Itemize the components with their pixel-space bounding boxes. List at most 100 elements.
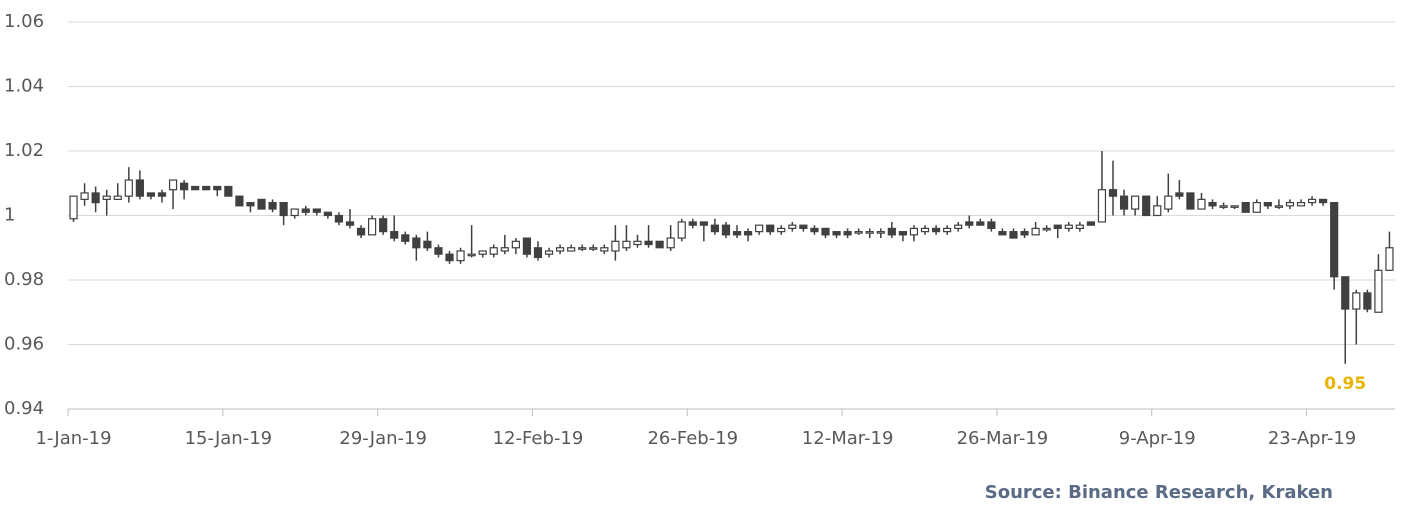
y-tick-label: 1.04 xyxy=(4,76,44,97)
candle-body xyxy=(644,240,653,246)
y-tick-label: 0.96 xyxy=(4,334,44,355)
x-tick-label: 26-Mar-19 xyxy=(957,428,1049,449)
candle-body xyxy=(755,224,764,233)
candle-body xyxy=(688,221,697,226)
y-tick-label: 0.98 xyxy=(4,269,44,290)
candle-body xyxy=(401,234,410,242)
annotation: 0.95 xyxy=(1324,374,1366,394)
candle-body xyxy=(202,185,211,191)
candle-body xyxy=(235,195,244,207)
candle-body xyxy=(1031,227,1040,236)
candle-body xyxy=(699,221,708,226)
candle-body xyxy=(1153,205,1162,217)
candle-body xyxy=(279,202,288,217)
x-tick-label: 12-Mar-19 xyxy=(802,428,894,449)
candle-body xyxy=(810,227,819,233)
candle-body xyxy=(456,250,465,262)
candle-body xyxy=(1142,195,1151,217)
candle-body xyxy=(898,231,908,236)
candle-body xyxy=(1053,224,1062,230)
candle-body xyxy=(622,240,631,249)
candle-body xyxy=(323,211,332,217)
candle-body xyxy=(80,192,89,200)
x-tick-label: 15-Jan-19 xyxy=(185,428,273,449)
y-tick-label: 1 xyxy=(4,205,15,226)
candle-body xyxy=(1086,221,1095,226)
candle-body xyxy=(987,221,996,229)
candle-body xyxy=(710,224,720,233)
candle-body xyxy=(954,224,963,230)
source-note: Source: Binance Research, Kraken xyxy=(985,482,1333,503)
candle-body xyxy=(345,221,355,226)
candle-body xyxy=(1307,198,1317,204)
candle-body xyxy=(500,247,509,252)
candle-body xyxy=(1175,192,1184,197)
candle-body xyxy=(489,247,498,255)
candle-body xyxy=(91,192,100,204)
candle-body xyxy=(832,231,841,236)
candle-body xyxy=(1296,202,1306,207)
candle-body xyxy=(1009,231,1018,239)
candle-body xyxy=(876,231,885,234)
candle-body xyxy=(865,231,874,234)
candle-body xyxy=(1230,205,1239,208)
candle-body xyxy=(788,224,797,230)
candle-body xyxy=(124,179,133,197)
candle-body xyxy=(567,247,576,252)
x-tick-label: 1-Jan-19 xyxy=(35,428,111,449)
candle-body xyxy=(168,179,178,191)
candle-body xyxy=(1285,202,1295,207)
x-tick-label: 12-Feb-19 xyxy=(493,428,584,449)
y-tick-label: 0.94 xyxy=(4,398,44,419)
candle-body xyxy=(368,218,377,236)
candle-body xyxy=(544,250,554,255)
candle-body xyxy=(677,221,686,239)
candle-body xyxy=(777,227,786,233)
candle-body xyxy=(1131,195,1140,210)
candle-body xyxy=(467,253,476,257)
candle-body xyxy=(887,227,896,236)
candle-body xyxy=(1075,224,1084,230)
candle-body xyxy=(965,221,974,226)
candle-body xyxy=(478,250,487,255)
candle-body xyxy=(1341,276,1350,310)
candle-body xyxy=(213,185,222,191)
candle-body xyxy=(301,208,310,213)
x-tick-label: 23-Apr-19 xyxy=(1268,428,1356,449)
candle-body xyxy=(766,224,775,233)
candle-body xyxy=(611,240,620,252)
candle-body xyxy=(1208,202,1217,207)
candle-body xyxy=(1197,198,1206,210)
candle-body xyxy=(1042,227,1051,231)
candle-body xyxy=(1219,205,1228,208)
candle-body xyxy=(157,192,167,197)
candle-body xyxy=(655,240,664,249)
candle-body xyxy=(909,227,919,236)
candle-body xyxy=(666,237,675,249)
candle-body xyxy=(743,231,753,236)
candle-body xyxy=(445,253,454,262)
candle-body xyxy=(931,227,941,233)
candle-body xyxy=(1385,247,1394,271)
candle-body xyxy=(412,237,421,249)
candle-body xyxy=(721,224,731,236)
candle-body xyxy=(356,227,366,236)
candle-body xyxy=(1363,292,1372,310)
candle-body xyxy=(1020,231,1029,236)
candle-body xyxy=(191,185,200,191)
candle-body xyxy=(224,185,233,197)
candle-body xyxy=(1374,269,1383,313)
candle-body xyxy=(854,231,863,234)
candle-body xyxy=(578,247,587,250)
candle-body xyxy=(1108,189,1118,197)
candle-body xyxy=(312,208,321,213)
candle-body xyxy=(555,247,565,252)
candle-body xyxy=(1164,195,1173,210)
candle-body xyxy=(69,195,78,220)
candle-body xyxy=(135,179,144,197)
y-tick-label: 1.06 xyxy=(4,11,44,32)
candle-body xyxy=(180,182,189,191)
candle-body xyxy=(113,195,122,200)
